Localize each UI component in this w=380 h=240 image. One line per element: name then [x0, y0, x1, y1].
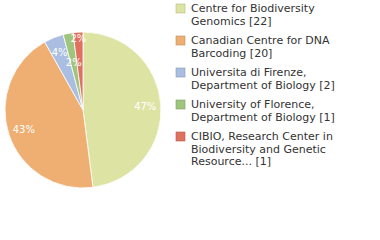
legend-label: Centre for BiodiversityGenomics [22]	[191, 2, 315, 28]
legend-label: CIBIO, Research Center inBiodiversity an…	[191, 130, 333, 168]
legend-label-line: Barcoding [20]	[191, 47, 272, 60]
legend-label-line: Biodiversity and Genetic	[191, 143, 326, 156]
legend-swatch	[176, 132, 185, 141]
pie-slice	[83, 32, 161, 187]
legend-label-line: Universita di Firenze,	[191, 66, 306, 79]
data-labels: 47% 43% 4%2% 2%	[13, 33, 157, 135]
legend-label-line: Department of Biology [1]	[191, 111, 335, 124]
legend-label-line: Resource... [1]	[191, 155, 271, 168]
legend-label-line: Centre for Biodiversity	[191, 2, 315, 15]
legend-swatch	[176, 68, 185, 77]
legend-swatch	[176, 100, 185, 109]
legend-label-line: Department of Biology [2]	[191, 79, 335, 92]
pie	[5, 32, 161, 188]
legend-label: Canadian Centre for DNABarcoding [20]	[191, 34, 330, 60]
legend-label-line: Genomics [22]	[191, 15, 272, 28]
data-label: 4%	[52, 47, 68, 58]
data-label: 47%	[134, 101, 156, 112]
chart: 47% 43% 4%2% 2% Centre for BiodiversityGenom…	[0, 0, 380, 240]
legend-label: Universita di Firenze,Department of Biol…	[191, 66, 335, 92]
legend: Centre for BiodiversityGenomics [22] Cana…	[176, 2, 335, 168]
legend-swatch	[176, 4, 185, 13]
pie-slice	[5, 42, 93, 188]
data-label: 2%	[66, 57, 82, 68]
pie-slice	[63, 33, 83, 110]
legend-label-line: Canadian Centre for DNA	[191, 34, 330, 47]
legend-swatch	[176, 36, 185, 45]
legend-label: University of Florence,Department of Bio…	[191, 98, 335, 124]
data-label: 2%	[70, 33, 86, 44]
legend-label-line: University of Florence,	[191, 98, 315, 111]
data-label: 43%	[13, 124, 35, 135]
legend-label-line: CIBIO, Research Center in	[191, 130, 333, 143]
